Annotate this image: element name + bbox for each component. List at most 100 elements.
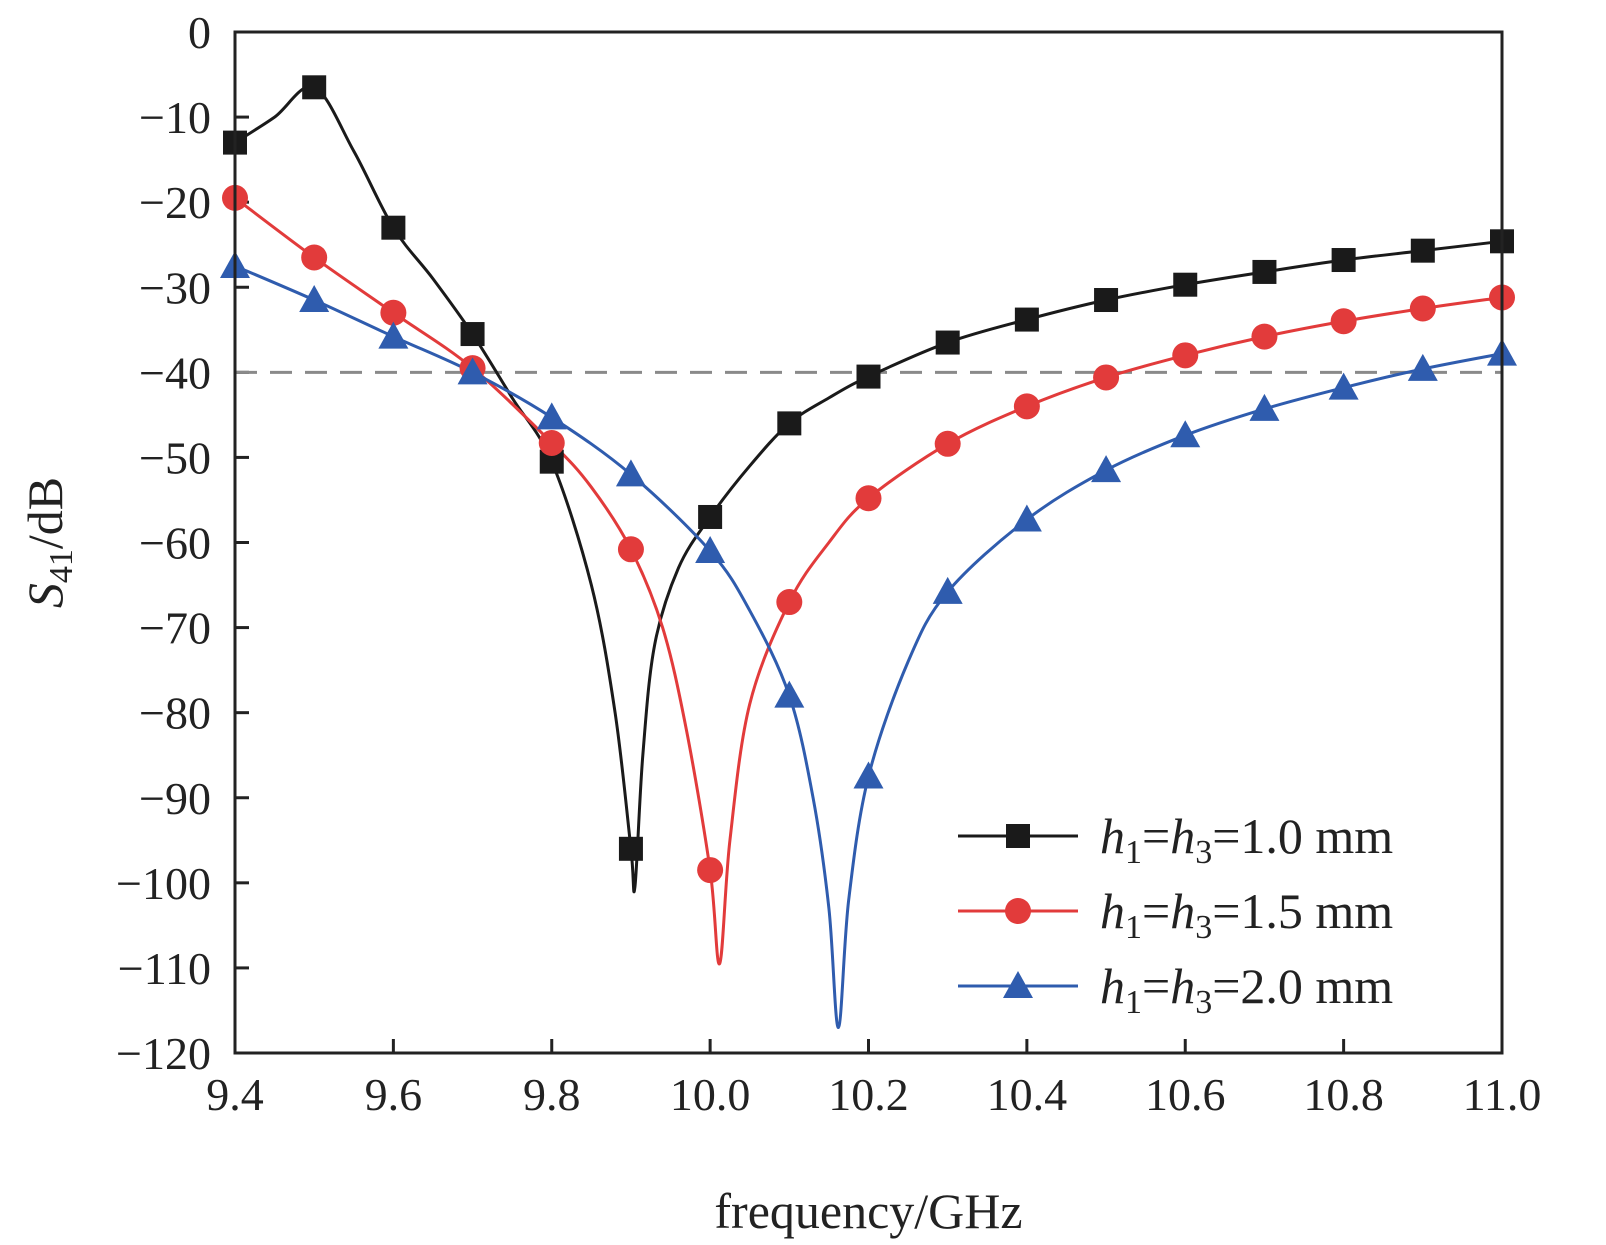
data-point-series-1 <box>1014 307 1039 332</box>
legend-swatch-marker <box>1005 898 1031 924</box>
data-point-series-2 <box>1013 393 1040 420</box>
data-point-series-3 <box>932 576 963 604</box>
data-point-series-1 <box>1094 288 1119 313</box>
data-point-series-3 <box>1328 372 1359 400</box>
legend-label-h: h <box>1170 883 1195 939</box>
x-tick-label: 9.8 <box>523 1069 581 1120</box>
data-point-series-2 <box>1172 342 1199 369</box>
data-point-series-2 <box>776 589 803 616</box>
y-tick-label: 0 <box>188 7 211 58</box>
x-tick-label: 10.0 <box>670 1069 751 1120</box>
data-point-series-2 <box>934 430 961 457</box>
y-tick-label: −10 <box>139 92 211 143</box>
x-tick-label: 10.4 <box>987 1069 1068 1120</box>
legend-label-eq2: = <box>1212 883 1240 939</box>
legend-label-sub3: 3 <box>1195 909 1212 946</box>
data-point-series-1 <box>935 330 960 355</box>
y-tick-label: −70 <box>139 603 211 654</box>
legend-label-sub3: 3 <box>1195 984 1212 1021</box>
legend-label-value: 2.0 mm <box>1240 958 1393 1014</box>
legend-swatch-marker <box>1003 971 1033 998</box>
x-tick-label: 9.6 <box>365 1069 423 1120</box>
data-point-series-2 <box>697 857 724 884</box>
legend-entry-1: h1=h3=1.0 mm <box>958 808 1393 871</box>
data-point-series-2 <box>855 485 882 512</box>
legend-label-value: 1.0 mm <box>1240 808 1393 864</box>
data-point-series-1 <box>381 215 406 240</box>
legend-entry-2: h1=h3=1.5 mm <box>958 883 1393 946</box>
y-tick-label: −20 <box>139 177 211 228</box>
data-point-series-1 <box>460 322 485 347</box>
data-point-series-3 <box>536 402 567 430</box>
y-tick-label: −80 <box>139 688 211 739</box>
data-point-series-3 <box>1249 393 1280 421</box>
y-tick-label: −100 <box>116 858 211 909</box>
x-tick-label: 10.2 <box>828 1069 909 1120</box>
data-point-series-2 <box>1093 364 1120 391</box>
data-point-series-2 <box>301 244 328 271</box>
legend-label-sub1: 1 <box>1125 984 1142 1021</box>
data-point-series-3 <box>457 357 488 385</box>
data-point-series-3 <box>695 536 726 564</box>
data-point-series-3 <box>299 285 330 313</box>
data-point-series-2 <box>1251 323 1278 350</box>
x-tick-label: 10.8 <box>1303 1069 1384 1120</box>
y-tick-label: −30 <box>139 262 211 313</box>
x-tick-label: 10.6 <box>1145 1069 1226 1120</box>
data-point-series-1 <box>302 75 327 100</box>
legend-label-value: 1.5 mm <box>1240 883 1393 939</box>
y-tick-label: −40 <box>139 347 211 398</box>
x-axis-title: frequency/GHz <box>714 1183 1022 1239</box>
legend-label-eq1: = <box>1142 883 1170 939</box>
data-point-series-1 <box>1173 272 1198 297</box>
legend-entry-3: h1=h3=2.0 mm <box>958 958 1393 1021</box>
legend-label: h1=h3=2.0 mm <box>1100 958 1393 1021</box>
data-point-series-2 <box>617 536 644 563</box>
data-point-series-3 <box>1170 420 1201 448</box>
legend-label-sub3: 3 <box>1195 834 1212 871</box>
y-axis-title-main: S <box>17 583 73 608</box>
y-tick-label: −90 <box>139 773 211 824</box>
data-point-series-3 <box>853 761 884 789</box>
legend-label-h: h <box>1170 958 1195 1014</box>
x-tick-label: 9.4 <box>206 1069 264 1120</box>
data-point-series-1 <box>777 411 802 436</box>
data-point-series-1 <box>1331 248 1356 273</box>
data-point-series-1 <box>1410 238 1435 263</box>
data-point-series-3 <box>1011 504 1042 532</box>
series-markers-layer <box>220 75 1517 884</box>
data-point-series-3 <box>615 459 646 487</box>
legend-label-eq2: = <box>1212 808 1240 864</box>
y-tick-label: −120 <box>116 1028 211 1079</box>
y-tick-label: −50 <box>139 432 211 483</box>
data-point-series-1 <box>618 836 643 861</box>
data-point-series-3 <box>774 680 805 708</box>
ticks-layer: 9.4 9.6 9.8 10.0 10.2 10.4 10.6 10.8 11.0 0 −10 −20… <box>116 7 1541 1120</box>
y-axis-title: S41/dB <box>17 477 80 608</box>
data-point-series-3 <box>1091 455 1122 483</box>
legend-label: h1=h3=1.0 mm <box>1100 808 1393 871</box>
y-tick-label: −110 <box>118 943 211 994</box>
legend-label-eq2: = <box>1212 958 1240 1014</box>
data-point-series-1 <box>698 504 723 529</box>
legend-label: h1=h3=1.5 mm <box>1100 883 1393 946</box>
plot-frame <box>233 30 1504 1055</box>
legend-label-h: h <box>1100 883 1125 939</box>
data-point-series-1 <box>1252 259 1277 284</box>
data-point-series-2 <box>538 429 565 456</box>
data-point-series-2 <box>1409 295 1436 322</box>
legend-label-sub1: 1 <box>1125 834 1142 871</box>
data-point-series-1 <box>856 364 881 389</box>
data-point-series-2 <box>380 299 407 326</box>
legend-label-eq1: = <box>1142 958 1170 1014</box>
y-tick-label: −60 <box>139 518 211 569</box>
legend-label-sub1: 1 <box>1125 909 1142 946</box>
x-tick-label: 11.0 <box>1463 1069 1542 1120</box>
legend-background <box>948 791 1492 1036</box>
legend-label-eq1: = <box>1142 808 1170 864</box>
y-axis-title-unit: /dB <box>17 477 73 549</box>
data-point-series-3 <box>378 321 409 349</box>
data-point-series-3 <box>1407 353 1438 381</box>
